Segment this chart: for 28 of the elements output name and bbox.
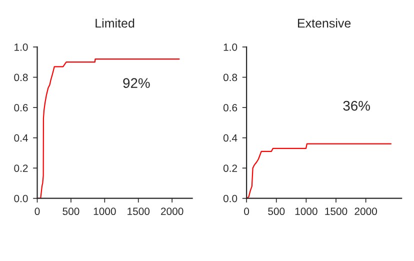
line-series <box>246 143 392 198</box>
y-tick-label: 0.4 <box>14 134 28 142</box>
y-tick-label: 1.0 <box>14 43 28 51</box>
y-tick-label: 0.2 <box>223 164 237 172</box>
x-tick-label: 2000 <box>161 208 184 216</box>
y-tick-label: 0.2 <box>14 164 28 172</box>
x-tick-label: 1000 <box>295 208 318 216</box>
y-tick-label: 0.8 <box>223 74 238 82</box>
line-series <box>37 58 180 198</box>
y-tick-label: 0.8 <box>14 74 28 82</box>
x-tick-label: 1000 <box>94 208 116 216</box>
y-tick-label: 0.6 <box>14 104 28 112</box>
x-tick-label: 2000 <box>354 208 377 216</box>
y-tick-label: 0.0 <box>223 194 238 202</box>
chart-title: Extensive <box>298 18 351 28</box>
y-tick-label: 0.0 <box>14 194 28 202</box>
x-tick-label: 0 <box>34 208 40 216</box>
y-tick-label: 0.4 <box>223 134 238 142</box>
x-tick-label: 0 <box>244 208 250 216</box>
x-tick-label: 500 <box>268 208 285 216</box>
chart-title: Limited <box>96 18 134 28</box>
x-tick-label: 500 <box>62 208 80 216</box>
annotation: 92% <box>123 78 150 88</box>
y-tick-label: 1.0 <box>224 43 238 51</box>
annotation: 36% <box>343 100 370 111</box>
y-tick-label: 0.6 <box>223 104 238 112</box>
x-tick-label: 1500 <box>128 208 150 216</box>
x-tick-label: 1500 <box>325 208 348 216</box>
